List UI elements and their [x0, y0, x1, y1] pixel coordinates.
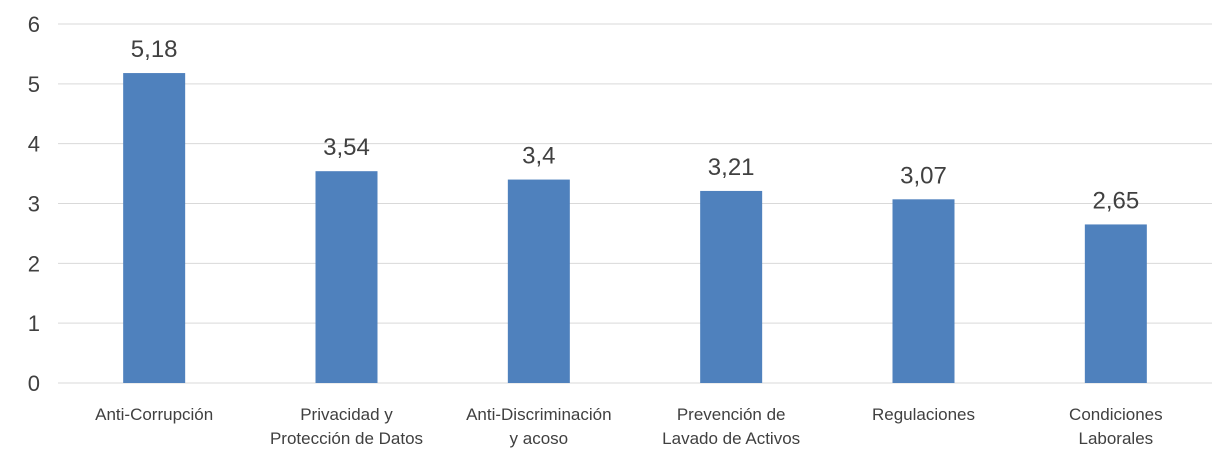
bar	[1084, 224, 1147, 383]
x-tick-label: Anti-Corrupción	[95, 405, 213, 424]
y-tick-label: 2	[28, 251, 40, 276]
data-label: 3,21	[708, 154, 755, 181]
data-labels: 5,18 3,54 3,4 3,21 3,07 2,65	[131, 36, 1139, 214]
x-tick-label-line: Anti-Discriminación	[466, 405, 611, 424]
y-tick-label: 6	[28, 12, 40, 37]
y-tick-label: 1	[28, 311, 40, 336]
x-tick-label: Anti-Discriminación y acoso	[466, 405, 611, 448]
x-tick-label-line: Anti-Corrupción	[95, 405, 213, 424]
x-tick-label-line: Condiciones	[1069, 405, 1163, 424]
bar	[507, 179, 570, 383]
y-tick-label: 5	[28, 72, 40, 97]
x-tick-label: Privacidad y Protección de Datos	[270, 405, 423, 448]
x-axis-ticks: Anti-Corrupción Privacidad y Protección de…	[95, 405, 1163, 448]
y-axis-ticks: 0 1 2 3 4 5 6	[28, 12, 40, 396]
x-tick-label-line: y acoso	[510, 429, 569, 448]
bar	[700, 190, 763, 383]
x-tick-label: Prevención de Lavado de Activos	[662, 405, 800, 448]
x-tick-label-line: Privacidad y	[300, 405, 393, 424]
bar	[123, 73, 186, 384]
y-tick-label: 3	[28, 192, 40, 217]
data-label: 2,65	[1092, 187, 1139, 214]
bar	[892, 199, 955, 383]
x-tick-label: Regulaciones	[872, 405, 975, 424]
data-label: 5,18	[131, 36, 178, 63]
x-tick-label-line: Protección de Datos	[270, 429, 423, 448]
data-label: 3,4	[522, 143, 555, 170]
bar	[315, 171, 378, 383]
x-tick-label-line: Laborales	[1078, 429, 1153, 448]
y-tick-label: 4	[28, 132, 40, 157]
bars	[123, 73, 1147, 384]
data-label: 3,54	[323, 134, 370, 161]
y-tick-label: 0	[28, 371, 40, 396]
x-tick-label-line: Prevención de	[677, 405, 786, 424]
data-label: 3,07	[900, 162, 947, 189]
x-tick-label: Condiciones Laborales	[1069, 405, 1163, 448]
gridlines	[58, 23, 1212, 384]
x-tick-label-line: Regulaciones	[872, 405, 975, 424]
x-tick-label-line: Lavado de Activos	[662, 429, 800, 448]
